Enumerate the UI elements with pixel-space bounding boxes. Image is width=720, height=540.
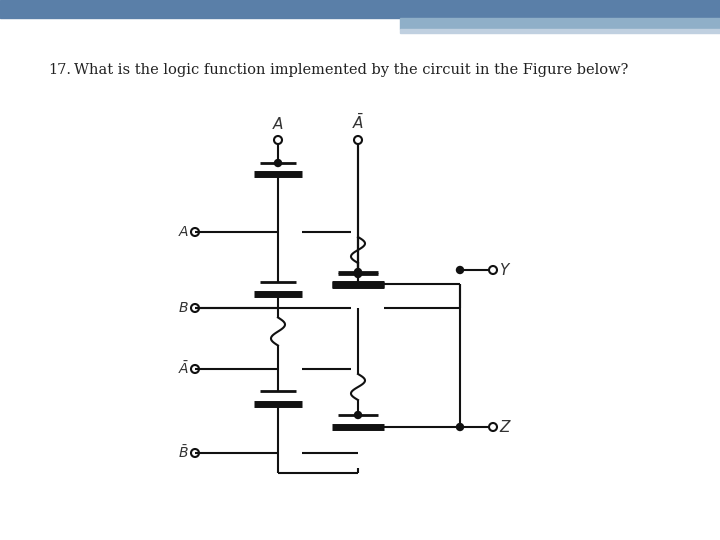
Circle shape (354, 271, 361, 278)
Text: $\bar{A}$: $\bar{A}$ (178, 361, 189, 377)
Circle shape (274, 159, 282, 166)
Circle shape (456, 267, 464, 273)
Circle shape (354, 268, 361, 275)
Text: $B$: $B$ (179, 301, 189, 315)
Text: $A$: $A$ (178, 225, 189, 239)
Text: $Z$: $Z$ (499, 419, 512, 435)
Circle shape (354, 411, 361, 418)
Text: $A$: $A$ (272, 116, 284, 132)
Bar (400, 18, 720, 29)
Text: Q & A: Q & A (18, 0, 108, 23)
Text: $\bar{A}$: $\bar{A}$ (352, 113, 364, 132)
Text: 17.: 17. (48, 63, 71, 77)
Bar (0, 0, 720, 18)
Text: $Y$: $Y$ (499, 262, 511, 278)
Text: What is the logic function implemented by the circuit in the Figure below?: What is the logic function implemented b… (74, 63, 629, 77)
Bar (400, 29, 720, 33)
Circle shape (456, 423, 464, 430)
Text: $\bar{B}$: $\bar{B}$ (179, 444, 189, 461)
